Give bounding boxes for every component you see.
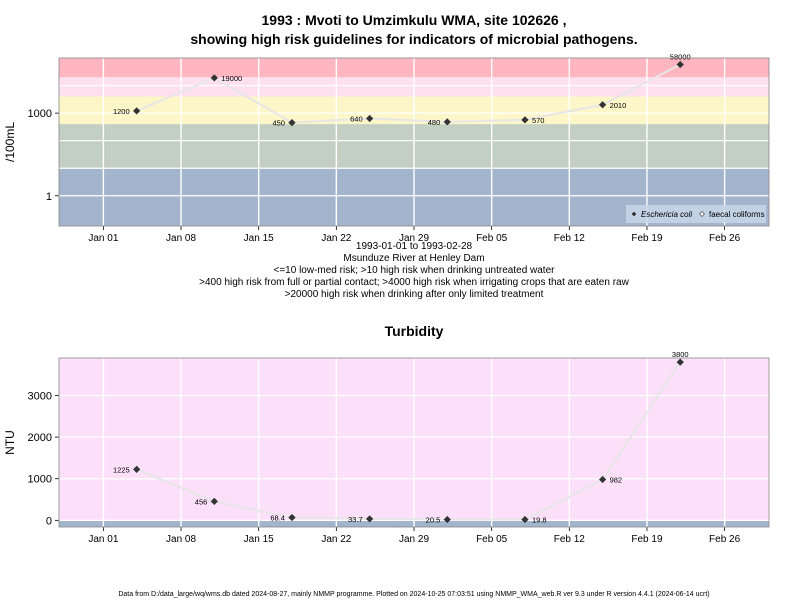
x-tick-label: Feb 19 (631, 233, 663, 244)
y-tick-label: 2000 (28, 432, 52, 444)
data-label: 456 (195, 497, 208, 506)
data-point (210, 74, 218, 82)
footer-note: Data from D:/data_large/wq/wms.db dated … (118, 591, 709, 598)
data-point (366, 114, 374, 123)
data-label: 19000 (221, 74, 242, 83)
data-label: 20.5 (426, 515, 441, 524)
x-tick-label: Feb 05 (476, 233, 508, 244)
data-point (366, 515, 374, 523)
legend-box (626, 205, 766, 223)
data-point (521, 515, 529, 524)
data-label: 19.8 (532, 516, 547, 525)
title-line-1: 1993 : Mvoti to Umzimkulu WMA, site 1026… (262, 12, 567, 28)
plot-frame (58, 57, 770, 227)
data-point (521, 116, 529, 124)
turbidity-title: Turbidity (385, 323, 444, 339)
x-tick-label: Feb 12 (554, 534, 586, 545)
plot-frame (58, 357, 770, 528)
legend-key-ecoli (631, 211, 637, 217)
data-label: 1225 (113, 465, 130, 474)
y-tick-label: 3000 (28, 390, 52, 402)
data-point (443, 515, 451, 524)
data-label: 58000 (670, 53, 691, 62)
data-label: 480 (428, 118, 441, 127)
data-point (598, 475, 607, 484)
data-point (210, 497, 218, 505)
x-tick-label: Jan 08 (166, 534, 196, 545)
title-line-2: showing high risk guidelines for indicat… (190, 31, 637, 47)
series-line (136, 63, 681, 124)
subtitle-line-3: <=10 low-med risk; >10 high risk when dr… (274, 265, 556, 276)
subtitle-line-5: >20000 high risk when drinking after onl… (285, 289, 544, 300)
data-label: 640 (350, 114, 363, 123)
x-tick-label: Jan 22 (321, 534, 351, 545)
data-label: 3800 (672, 350, 689, 359)
data-point (133, 107, 141, 115)
data-point (288, 513, 296, 522)
data-point (676, 358, 684, 366)
x-tick-label: Jan 29 (399, 233, 429, 244)
data-label: 982 (610, 475, 623, 484)
data-label: 68.4 (270, 513, 285, 522)
y-axis-label: NTU (3, 430, 17, 455)
subtitle-line-2: Msunduze River at Henley Dam (343, 253, 484, 264)
x-tick-label: Jan 08 (166, 233, 196, 244)
data-point (288, 119, 296, 127)
x-tick-label: Jan 15 (244, 233, 274, 244)
series-line (136, 361, 682, 521)
data-label: 450 (272, 119, 285, 128)
x-tick-label: Feb 19 (631, 534, 663, 545)
x-tick-label: Jan 01 (88, 534, 118, 545)
data-point (676, 60, 684, 69)
data-label: 570 (532, 116, 545, 125)
legend-label-faecal: faecal coliforms (709, 210, 765, 219)
data-point (443, 118, 451, 126)
y-axis-label: /100mL (3, 122, 17, 162)
turbidity-panel: Jan 01 Jan 08 Jan 15 Jan 22 Jan 29 Feb 05 Feb … (3, 350, 770, 545)
x-tick-label: Jan 29 (399, 534, 429, 545)
data-label: 2010 (610, 101, 627, 110)
data-label: 33.7 (348, 515, 363, 524)
x-tick-label: Feb 12 (554, 233, 586, 244)
x-tick-label: Jan 22 (321, 233, 351, 244)
x-tick-label: Feb 26 (709, 534, 741, 545)
x-tick-label: Jan 15 (244, 534, 274, 545)
data-label: 1200 (113, 107, 130, 116)
subtitle-line-1: 1993-01-01 to 1993-02-28 (356, 241, 473, 252)
x-tick-label: Feb 05 (476, 534, 508, 545)
data-point (133, 465, 141, 473)
y-tick-label: 1000 (28, 474, 52, 486)
y-tick-label: 1 (46, 191, 52, 203)
subtitle-line-4: >400 high risk from full or partial cont… (199, 277, 629, 288)
data-point (598, 101, 607, 109)
x-tick-label: Jan 01 (88, 233, 118, 244)
microbial-panel: Jan 01 Jan 08 Jan 15 Jan 22 Jan 29 Feb 05 Feb … (3, 53, 770, 244)
y-tick-label: 0 (46, 515, 52, 527)
legend-label-ecoli: Eschericia coli (641, 210, 692, 219)
legend: Eschericia coli faecal coliforms (626, 205, 766, 223)
legend-key-faecal (699, 211, 705, 217)
x-tick-label: Feb 26 (709, 233, 741, 244)
y-tick-label: 1000 (28, 108, 52, 120)
